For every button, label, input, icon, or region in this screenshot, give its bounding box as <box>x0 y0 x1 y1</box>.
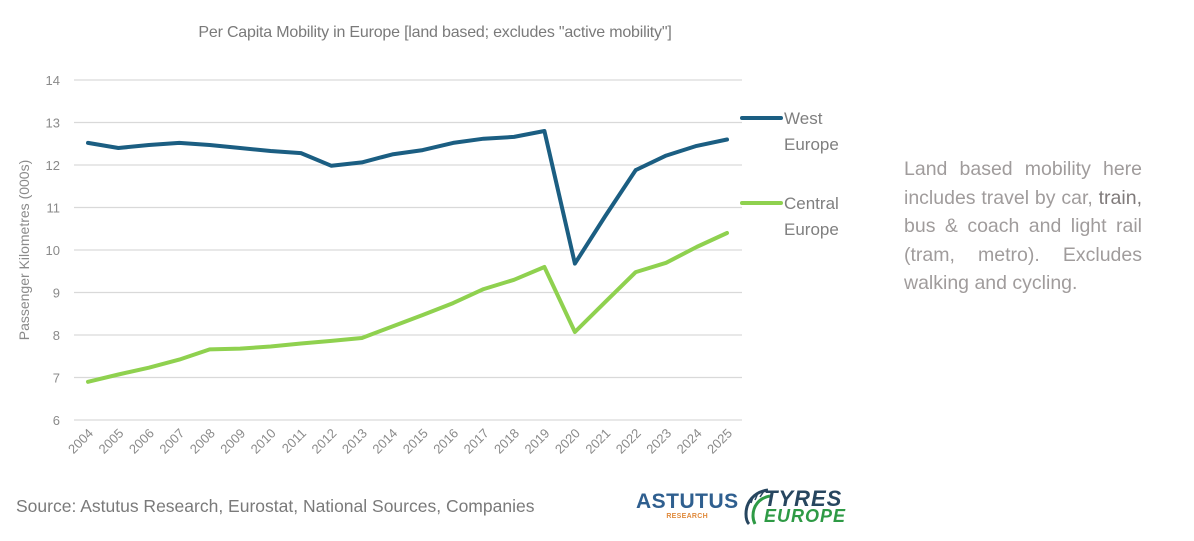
x-tick-label: 2016 <box>430 426 461 457</box>
note-text-emphasis: train, <box>1098 186 1142 209</box>
note-text-before: Land based mobility here includes travel… <box>904 158 1142 209</box>
x-tick-label: 2020 <box>552 426 583 457</box>
legend-label-central-europe: Central <box>784 194 839 213</box>
note-text-after: bus & coach and light rail (tram, metro)… <box>904 215 1142 294</box>
y-tick-label: 14 <box>46 73 60 88</box>
tyre-swoosh-icon <box>744 488 771 526</box>
y-tick-label: 6 <box>53 413 60 428</box>
mobility-note: Land based mobility here includes travel… <box>904 155 1142 298</box>
x-tick-label: 2004 <box>65 426 96 457</box>
y-tick-label: 8 <box>53 328 60 343</box>
x-tick-label: 2022 <box>613 426 644 457</box>
series-line-west-europe <box>86 129 729 266</box>
y-tick-label: 12 <box>46 158 60 173</box>
x-tick-label: 2012 <box>308 426 339 457</box>
x-axis-ticks: 2004 2005 2006 2007 2008 2009 2010 2011 2012 2013… <box>65 426 735 457</box>
legend-label-central-europe: Europe <box>784 220 839 239</box>
x-tick-label: 2011 <box>279 426 309 456</box>
x-tick-label: 2024 <box>674 426 705 457</box>
series-line-central-europe <box>86 231 729 384</box>
x-tick-label: 2013 <box>339 426 370 457</box>
astutus-research-logo: ASTUTUS RESEARCH <box>636 490 739 521</box>
gridlines <box>74 79 742 421</box>
y-tick-label: 10 <box>46 243 60 258</box>
source-text: Source: Astutus Research, Eurostat, Nati… <box>16 496 535 516</box>
astutus-logo-text: ASTUTUS <box>636 490 739 513</box>
x-tick-label: 2021 <box>582 426 613 457</box>
x-tick-label: 2017 <box>461 426 492 457</box>
tyres-europe-logo: TYRES EUROPE <box>742 486 862 526</box>
x-tick-label: 2009 <box>217 426 248 457</box>
series-lines <box>86 129 729 384</box>
y-tick-label: 7 <box>53 371 60 386</box>
x-tick-label: 2007 <box>156 426 187 457</box>
y-tick-label: 9 <box>53 286 60 301</box>
x-tick-label: 2019 <box>521 426 552 457</box>
y-axis-ticks: 6 7 8 9 10 11 12 13 14 <box>46 73 60 428</box>
x-tick-label: 2010 <box>248 426 279 457</box>
y-tick-label: 11 <box>47 201 61 216</box>
x-tick-label: 2014 <box>369 426 400 457</box>
legend-label-west-europe: West <box>784 109 823 128</box>
x-tick-label: 2025 <box>704 426 735 457</box>
y-tick-label: 13 <box>46 116 60 131</box>
tyres-logo-bottom: EUROPE <box>764 506 847 526</box>
astutus-logo-subtext: RESEARCH <box>666 513 708 520</box>
y-axis-label: Passenger Kilometres (000s) <box>16 160 32 341</box>
legend-label-west-europe: Europe <box>784 135 839 154</box>
x-tick-label: 2018 <box>491 426 522 457</box>
x-tick-label: 2023 <box>643 426 674 457</box>
x-tick-label: 2005 <box>95 426 126 457</box>
tyres-logo-top: TYRES <box>764 486 843 511</box>
x-tick-label: 2008 <box>187 426 218 457</box>
x-tick-label: 2015 <box>400 426 431 457</box>
legend: West Europe Central Europe <box>740 109 839 239</box>
x-tick-label: 2006 <box>126 426 157 457</box>
chart-title: Per Capita Mobility in Europe [land base… <box>198 24 672 41</box>
